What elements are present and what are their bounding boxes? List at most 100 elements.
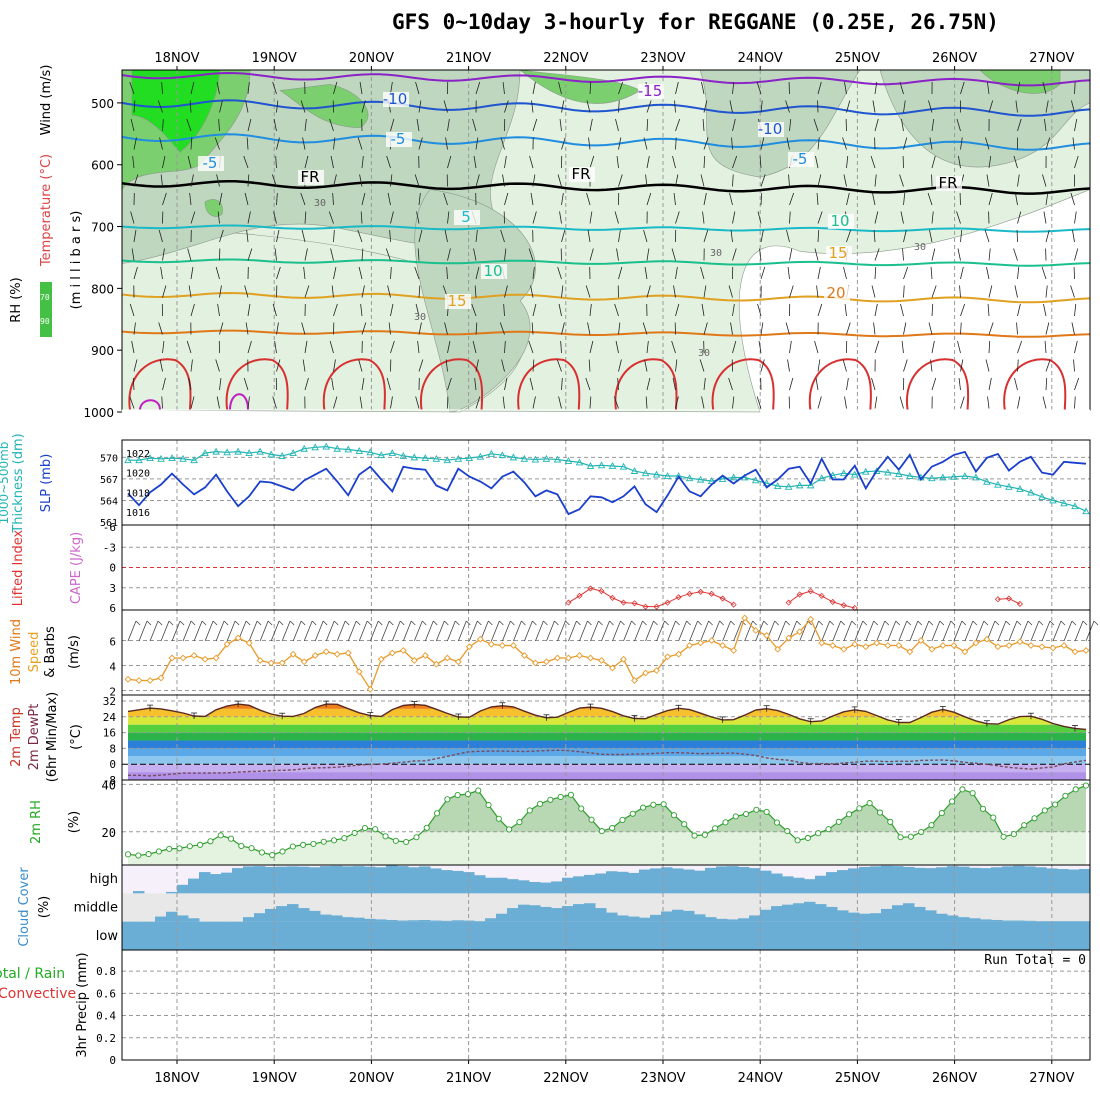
wind-barb [874, 396, 878, 409]
cloud-cell [320, 914, 332, 922]
wind-barb [586, 100, 591, 113]
rh2m-point [640, 804, 647, 811]
wind-barb [616, 248, 619, 261]
wind10m-barb-flag [686, 620, 691, 626]
isotherm-label: FR [938, 174, 957, 192]
wind-barb [190, 81, 195, 95]
rh2m-point [567, 791, 574, 798]
cloud-cell [881, 908, 893, 922]
cloud-cell [221, 872, 233, 894]
wind-barb [960, 322, 962, 335]
wind-barb [418, 359, 424, 372]
cloud-low-cell [991, 921, 1003, 950]
thickness-point [190, 456, 198, 464]
pressure-tick-label: 1000 [83, 406, 114, 420]
wind-axis-label: Wind (m/s) [39, 65, 54, 136]
wind-barb [646, 100, 652, 113]
wind10m-barb-flag [796, 620, 801, 626]
wind-barb [247, 211, 251, 224]
wind-barb [872, 100, 876, 113]
rh2m-point [1072, 786, 1079, 793]
wind-barb [984, 229, 990, 243]
thickness-point [212, 447, 220, 455]
cloud-cell [452, 870, 464, 894]
wind-barb [129, 396, 135, 409]
rh-legend-swatch [40, 282, 52, 337]
lifted-tick-label: -6 [103, 521, 116, 534]
rh2m-point [444, 796, 451, 803]
wind-barb [789, 377, 794, 391]
temp-tick-label: 0 [109, 758, 116, 771]
cloud-low-cell [232, 921, 244, 950]
cloud-low-cell [1057, 921, 1069, 950]
isotherm-label: 5 [461, 208, 471, 226]
cloud-cell [925, 910, 937, 922]
cloud-cell [397, 866, 409, 894]
cloud-cell [749, 915, 761, 922]
wind10m-barb [446, 620, 456, 642]
wind-barb [160, 266, 163, 280]
cloud-low-cell [243, 921, 255, 950]
cloud-cell [353, 866, 365, 894]
temp2m-series-line [127, 703, 1087, 731]
wind-barb [931, 211, 934, 224]
wind10m-point [234, 634, 242, 642]
thickness-point [729, 473, 738, 481]
wind-barb [475, 322, 478, 335]
wind-barb [703, 155, 706, 169]
rh2m-point [681, 821, 688, 828]
wind-barb [501, 359, 505, 372]
wind-barb [817, 359, 821, 372]
wind-barb [703, 322, 708, 335]
wind-barb [703, 229, 709, 243]
thickness-point [245, 449, 253, 457]
wind-barb [675, 266, 678, 280]
wind-barb [900, 303, 904, 317]
thickness-point [377, 451, 386, 459]
temp-band [128, 732, 1086, 741]
cloud-cell [584, 874, 596, 894]
wind10m-point [168, 654, 176, 662]
cloud-low-cell [903, 921, 915, 950]
rh2m-point [124, 851, 132, 858]
wind10m-barb [1019, 620, 1029, 642]
cloud-cell [947, 866, 959, 894]
wind10m-point [1027, 642, 1035, 649]
wind-barb [618, 174, 623, 187]
wind10m-point [620, 655, 627, 663]
wind-barb [729, 100, 733, 113]
wind10m-barb-flag [587, 620, 592, 626]
wind-barb [503, 303, 505, 317]
rh2m-point [578, 805, 585, 812]
thickness-point [586, 462, 595, 469]
wind-barb [760, 359, 765, 372]
thickness-point [146, 454, 154, 462]
wind10m-barb-flag [399, 620, 405, 626]
wind-barb [927, 192, 933, 206]
wind10m-point [201, 655, 209, 663]
cloud-cell [892, 905, 904, 922]
cloud-cell [1079, 921, 1091, 922]
wind10m-point [421, 652, 429, 659]
cloud-cell [364, 866, 376, 894]
rh2m-point [712, 825, 719, 832]
wind-barb [702, 118, 705, 132]
dewpt2m-series-line [128, 749, 1087, 777]
rh2m-point [464, 791, 471, 798]
isotherm-label-bg [638, 84, 664, 99]
wind10m-barb-flag [388, 620, 394, 626]
wind-barb [504, 285, 508, 298]
wind-barb [618, 359, 622, 372]
wind-barb [703, 377, 706, 391]
wind10m-barb [281, 620, 291, 642]
cloud-cell [1035, 921, 1047, 922]
lifted-point [1005, 595, 1012, 602]
cloud-cell [628, 872, 640, 894]
wind10m-point [377, 655, 385, 663]
wind-barb [846, 377, 849, 391]
wind-barb [844, 81, 847, 95]
wind10m-point [928, 645, 936, 653]
cloud-low-cell [298, 921, 310, 950]
rh2m-point [815, 830, 822, 837]
wind-barb [846, 100, 851, 113]
